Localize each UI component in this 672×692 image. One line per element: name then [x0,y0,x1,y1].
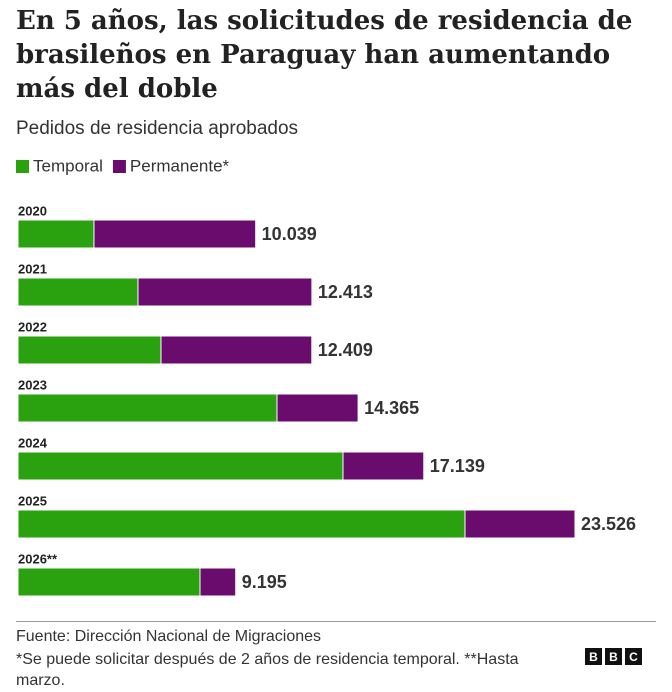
category-label: 2020 [18,203,47,218]
total-label: 14.365 [364,398,419,418]
total-label: 9.195 [242,572,287,592]
logo: B B C [585,648,642,665]
bar-segment [342,451,425,481]
bar-segment [160,335,313,365]
legend-swatch [112,160,126,173]
logo-letter: C [625,648,642,665]
total-label: 10.039 [262,224,317,244]
bar-segment [17,277,139,307]
chart-title: En 5 años, las solicitudes de residencia… [16,6,633,104]
bar-segment [199,567,237,597]
legend-label: Permanente* [130,156,230,175]
source: Fuente: Dirección Nacional de Migracione… [16,628,322,645]
bar-segment [17,219,95,249]
total-label: 17.139 [430,456,485,476]
total-label: 23.526 [581,514,636,534]
legend-swatch [16,160,29,173]
total-label: 12.409 [318,340,373,360]
bar-segment [17,451,344,481]
logo-letter: B [585,648,602,665]
category-label: 2021 [18,261,47,276]
bar-segment [93,219,257,249]
legend-label: Temporal [33,156,103,175]
bar-segment [464,509,576,539]
note: *Se puede solicitar después de 2 años de… [16,651,519,689]
category-label: 2022 [18,319,47,334]
bar-segment [17,567,201,597]
chart-subtitle: Pedidos de residencia aprobados [16,118,299,139]
category-label: 2026** [18,551,58,566]
category-label: 2025 [18,493,47,508]
bar-segment [137,277,313,307]
logo-letter: B [605,648,622,665]
bar-segment [17,393,278,423]
total-label: 12.413 [318,282,373,302]
bar-segment [17,335,162,365]
bar-segment [276,393,359,423]
category-label: 2023 [18,377,47,392]
divider [16,621,656,622]
category-label: 2024 [18,435,48,450]
bar-segment [17,509,466,539]
chart: Temporal Permanente* 2020 10.039 2021 12.413 2… [16,156,636,597]
